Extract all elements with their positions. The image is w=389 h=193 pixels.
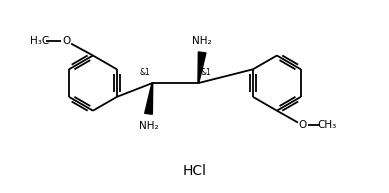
Text: O: O bbox=[299, 120, 307, 130]
Text: H₃C: H₃C bbox=[30, 36, 50, 46]
Polygon shape bbox=[145, 83, 153, 114]
Text: NH₂: NH₂ bbox=[192, 36, 212, 46]
Text: &1: &1 bbox=[200, 68, 211, 77]
Text: CH₃: CH₃ bbox=[317, 120, 336, 130]
Text: &1: &1 bbox=[140, 68, 151, 77]
Text: O: O bbox=[62, 36, 70, 46]
Polygon shape bbox=[198, 52, 206, 83]
Text: NH₂: NH₂ bbox=[139, 121, 158, 131]
Text: HCl: HCl bbox=[182, 164, 207, 178]
